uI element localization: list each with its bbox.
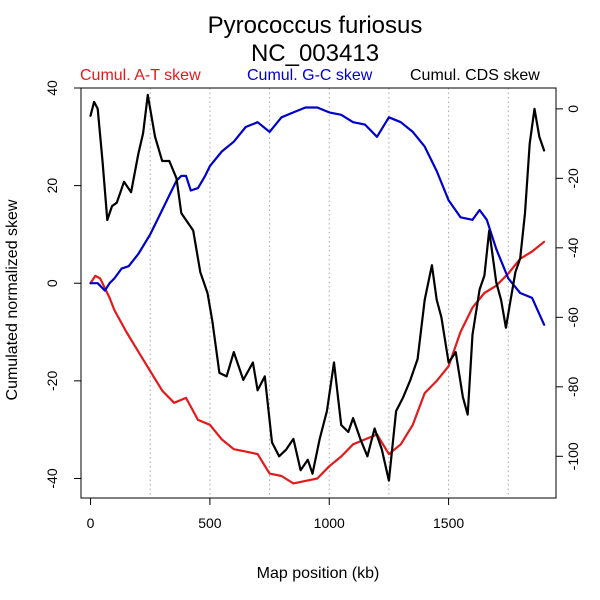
y-axis-label: Cumulated normalized skew — [4, 199, 21, 400]
x-tick-label-500: 500 — [198, 515, 222, 531]
plot-frame — [80, 87, 557, 499]
series-line-cds-skew — [89, 93, 546, 482]
x-axis-label: Map position (kb) — [257, 565, 380, 582]
x-tick-label-0: 0 — [87, 515, 95, 531]
y2-tick-label--20: -20 — [565, 168, 581, 188]
chart-subtitle: NC_003413 — [251, 40, 379, 67]
series-layer — [89, 93, 546, 485]
y-tick-label--40: -40 — [44, 468, 60, 488]
y-tick-label--20: -20 — [44, 371, 60, 391]
y-tick-label-40: 40 — [44, 80, 60, 96]
y2-tick-label--40: -40 — [565, 237, 581, 257]
y-tick-label-0: 0 — [44, 279, 60, 287]
legend-entry-at-skew: Cumul. A-T skew — [80, 67, 201, 84]
series-line-at-skew — [89, 240, 546, 485]
grid-layer — [149, 88, 509, 498]
y2-tick-label-0: 0 — [565, 105, 581, 113]
y2-tick-label--100: -100 — [565, 442, 581, 470]
x-tick-label-1000: 1000 — [314, 515, 345, 531]
y2-tick-label--80: -80 — [565, 376, 581, 396]
chart-title: Pyrococcus furiosus — [208, 12, 423, 39]
series-line-gc-skew — [89, 106, 546, 326]
legend-entry-gc-skew: Cumul. G-C skew — [247, 67, 373, 84]
axes-layer: 0 500 1000 1500 -40 -20 0 20 40 -100 -80 -60 -40 -20 0 — [44, 80, 581, 531]
y2-tick-label--60: -60 — [565, 307, 581, 327]
x-tick-label-1500: 1500 — [433, 515, 464, 531]
legend-entry-cds-skew: Cumul. CDS skew — [410, 67, 540, 84]
y-tick-label-20: 20 — [44, 178, 60, 194]
